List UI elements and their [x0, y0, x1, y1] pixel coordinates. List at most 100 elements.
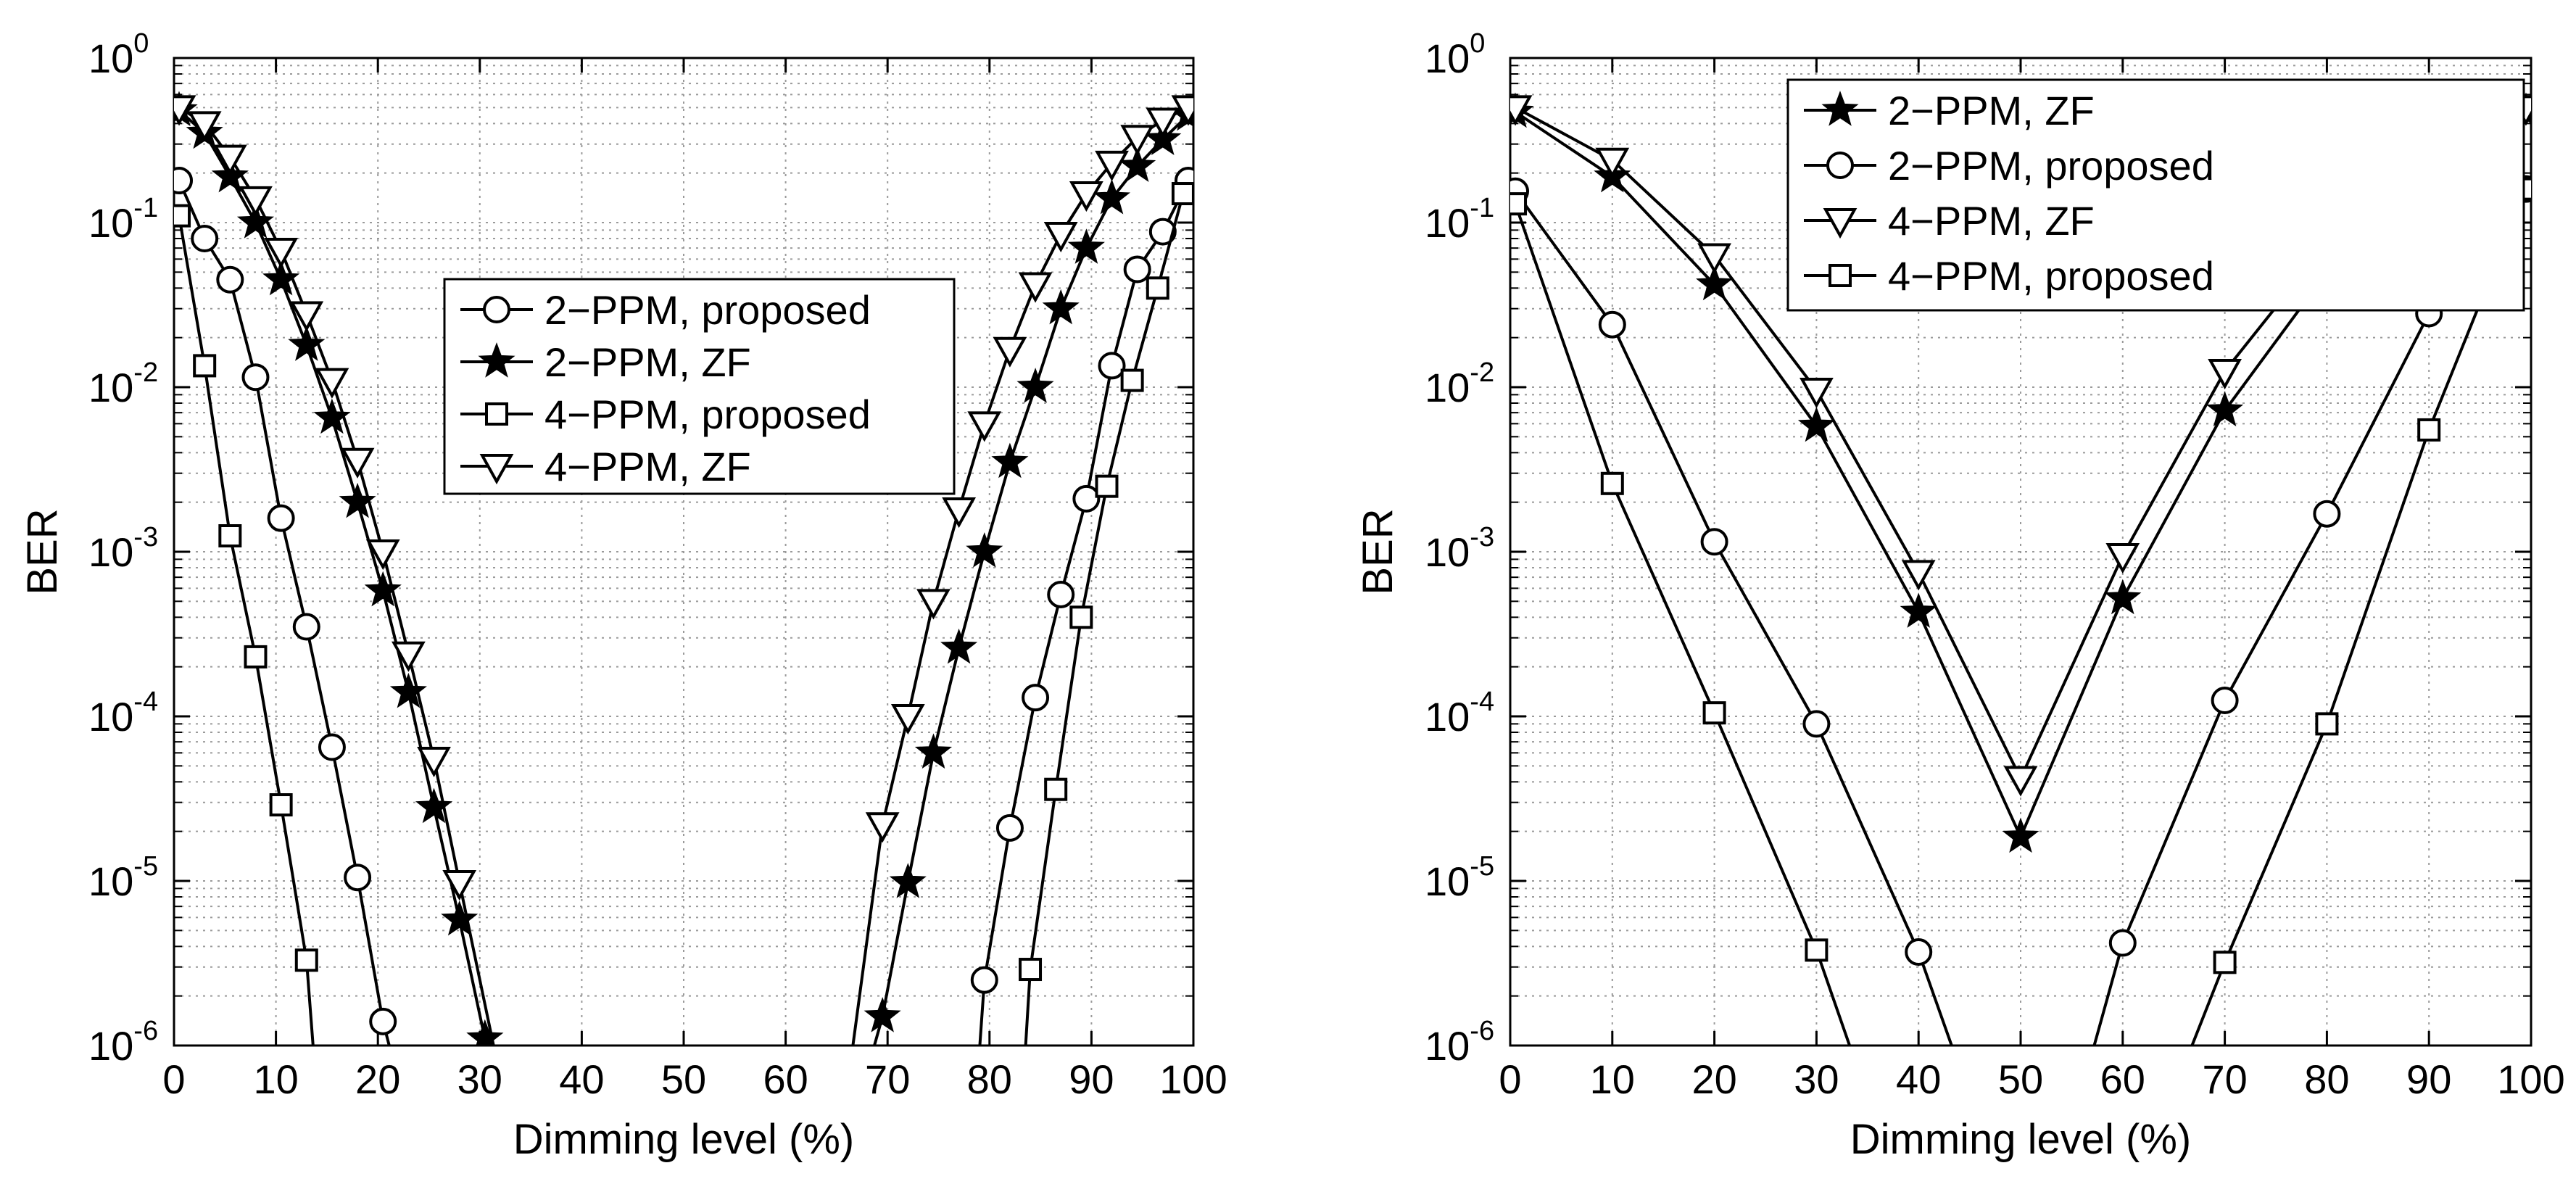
legend-label: 4−PPM, ZF	[1888, 198, 2095, 244]
y-tick-exponent: -1	[133, 193, 158, 223]
data-point	[289, 301, 324, 332]
data-point	[942, 497, 977, 529]
data-point	[241, 363, 270, 392]
data-point	[1072, 484, 1101, 513]
data-point	[1016, 368, 1054, 403]
y-tick-label: 10-5	[1425, 851, 1494, 904]
data-point	[889, 863, 927, 898]
y-tick-base: 10	[1425, 200, 1470, 246]
x-tick-label: 80	[2304, 1056, 2349, 1102]
data-point	[365, 539, 400, 571]
y-tick-base: 10	[88, 1023, 133, 1069]
data-point	[1905, 938, 1933, 966]
right-y-axis-label: BER	[1354, 508, 1401, 595]
y-tick-exponent: -6	[133, 1016, 158, 1046]
legend-label: 4−PPM, ZF	[544, 444, 751, 489]
y-tick-exponent: -3	[133, 522, 158, 552]
y-tick-exponent: -3	[1470, 522, 1494, 552]
x-tick-label: 30	[1794, 1056, 1839, 1102]
data-point	[2213, 951, 2237, 974]
y-tick-base: 10	[88, 365, 133, 410]
data-point	[1148, 218, 1177, 246]
data-point	[914, 733, 953, 769]
legend-marker	[478, 342, 515, 378]
x-tick-label: 20	[1691, 1056, 1736, 1102]
x-tick-label: 60	[763, 1056, 808, 1102]
data-point	[1805, 938, 1829, 962]
x-tick-label: 10	[1590, 1056, 1635, 1102]
data-point	[865, 812, 900, 843]
y-tick-label: 10-2	[1425, 357, 1494, 410]
y-tick-base: 10	[1425, 529, 1470, 575]
data-point	[1598, 310, 1626, 339]
y-tick-label: 100	[1425, 28, 1485, 81]
series-line	[1514, 190, 1953, 1046]
legend-marker	[1829, 264, 1852, 287]
left-chart: 0 10 20 30 40 50 60 70 80 90 10010010-110-210-310-…	[19, 28, 1227, 1163]
data-point	[1797, 406, 1835, 442]
y-tick-base: 10	[88, 529, 133, 575]
data-point	[1095, 474, 1119, 498]
data-point	[391, 641, 426, 672]
series-4-ppm-zf	[174, 95, 1193, 1046]
x-tick-label: 10	[253, 1056, 298, 1102]
series-line	[1024, 193, 1185, 1046]
legend-box	[1786, 78, 2525, 312]
data-point	[1696, 265, 1734, 301]
data-point	[1093, 178, 1131, 215]
legend-marker	[1826, 152, 1854, 179]
data-point	[369, 1007, 397, 1035]
y-tick-exponent: -1	[1470, 193, 1494, 223]
left-legend: 2−PPM, proposed 2−PPM, ZF 4−PPM, proposed 4…	[443, 278, 956, 495]
data-point	[239, 186, 273, 217]
x-tick-label: 60	[2100, 1056, 2145, 1102]
data-point	[1901, 560, 1936, 591]
y-tick-label: 100	[88, 28, 149, 81]
series-2-ppm-proposed	[174, 167, 1193, 1046]
x-tick-label: 40	[559, 1056, 604, 1102]
data-point	[1098, 352, 1126, 380]
series-4-ppm-proposed	[174, 182, 1193, 1046]
y-tick-label: 10-2	[88, 357, 158, 410]
y-tick-label: 10-3	[88, 522, 158, 575]
y-tick-label: 10-5	[88, 851, 158, 904]
data-point	[292, 613, 320, 641]
data-point	[1600, 471, 1624, 495]
legend-marker	[483, 296, 510, 323]
data-point	[1697, 243, 1731, 274]
data-point	[442, 869, 477, 901]
legend-box	[443, 278, 956, 495]
data-point	[1123, 255, 1151, 283]
data-point	[864, 997, 901, 1032]
series-line	[2092, 188, 2527, 1046]
data-point	[1800, 378, 1834, 409]
data-point	[415, 787, 453, 824]
y-tick-base: 10	[1425, 694, 1470, 740]
data-point	[264, 238, 299, 269]
data-point	[1510, 95, 1533, 126]
data-point	[174, 95, 196, 126]
data-point	[966, 532, 1003, 568]
y-tick-base: 10	[1425, 36, 1470, 81]
right-ticks: 0 10 20 30 40 50 60 70 80 90 10010010-110-210-310-…	[1425, 28, 2565, 1102]
y-tick-label: 10-4	[1425, 687, 1494, 740]
x-tick-label: 20	[355, 1056, 400, 1102]
y-tick-exponent: -2	[1470, 357, 1494, 388]
series-line	[178, 180, 391, 1046]
data-point	[1171, 95, 1193, 126]
data-point	[1067, 228, 1105, 264]
y-tick-base: 10	[88, 200, 133, 246]
data-point	[2208, 359, 2242, 390]
x-tick-label: 0	[1499, 1056, 1521, 1102]
series-line	[2190, 188, 2527, 1046]
data-point	[1042, 289, 1080, 325]
data-point	[2105, 543, 2140, 574]
data-point	[1120, 125, 1155, 156]
data-point	[2104, 579, 2142, 615]
y-tick-label: 10-1	[88, 193, 158, 246]
y-tick-base: 10	[88, 858, 133, 904]
left-x-axis-label: Dimming level (%)	[513, 1116, 855, 1163]
series-line	[1514, 203, 1852, 1046]
y-tick-exponent: -4	[1470, 687, 1494, 717]
x-tick-label: 90	[2406, 1056, 2451, 1102]
